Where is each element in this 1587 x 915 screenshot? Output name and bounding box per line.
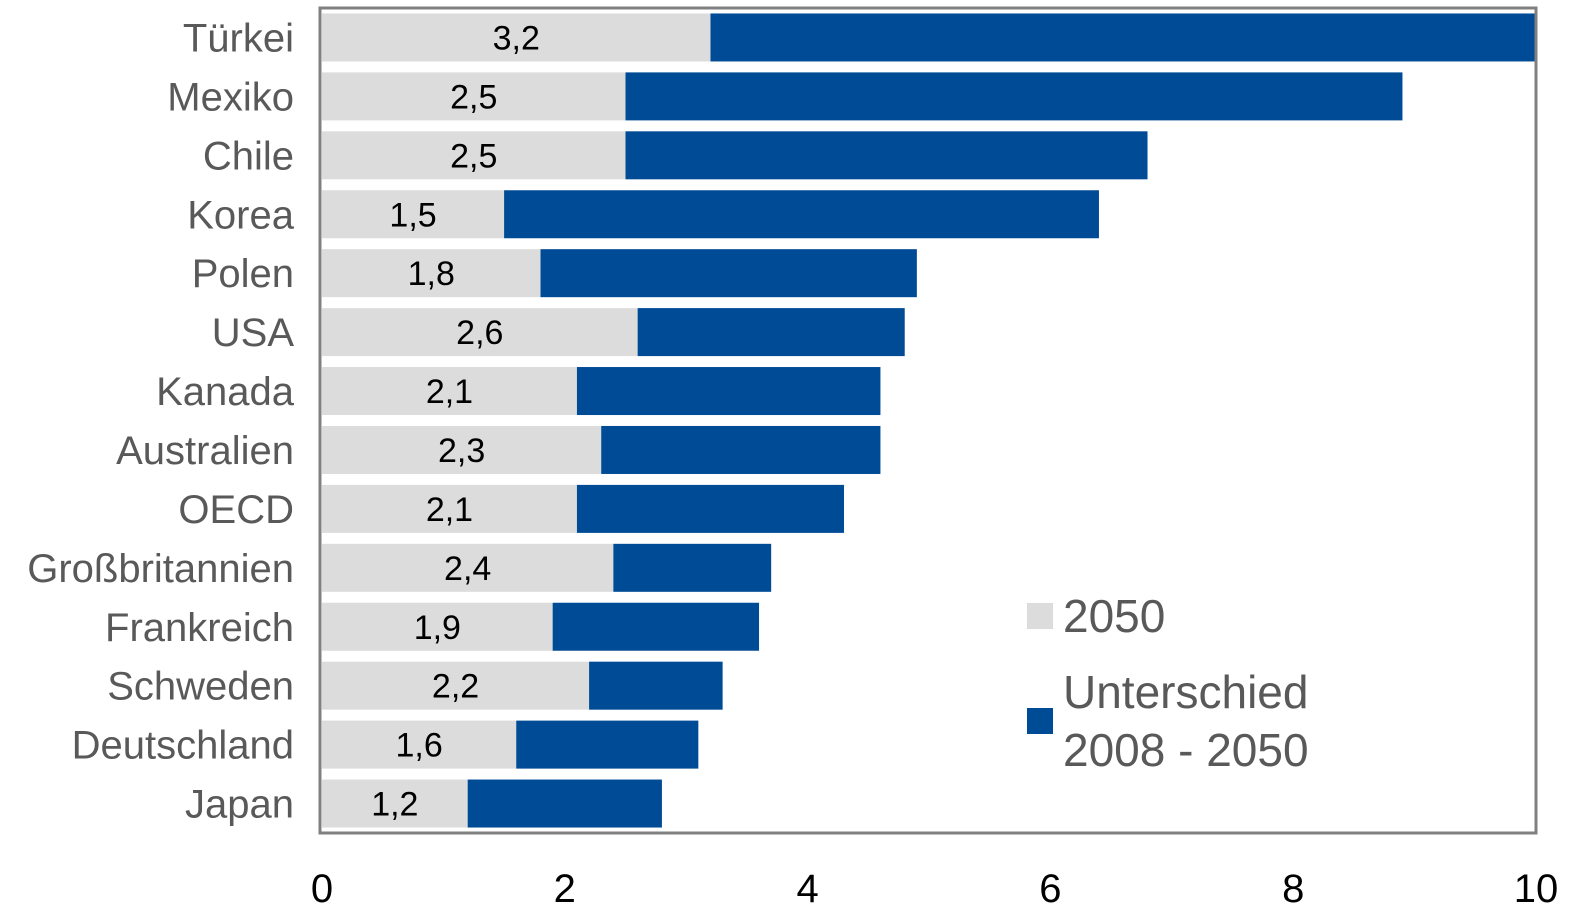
category-label: Polen — [192, 252, 294, 296]
category-label: Deutschland — [72, 724, 294, 768]
legend-swatch — [1027, 708, 1053, 734]
category-label: Kanada — [156, 370, 295, 414]
bar-difference — [613, 543, 772, 592]
x-tick-label: 10 — [1514, 867, 1559, 911]
category-label: Großbritannien — [27, 547, 294, 591]
bar-2050 — [322, 720, 517, 769]
legend-label: 2050 — [1063, 590, 1165, 642]
bar-difference — [625, 72, 1403, 121]
legend-label: 2008 - 2050 — [1063, 724, 1309, 776]
bar-difference — [540, 249, 917, 298]
category-label: Mexiko — [167, 75, 294, 119]
bar-2050 — [322, 543, 614, 592]
data-label: 3,2 — [493, 19, 540, 57]
category-label: OECD — [178, 488, 294, 532]
bar-2050 — [322, 72, 626, 121]
data-label: 2,1 — [426, 373, 473, 411]
bar-2050 — [322, 13, 711, 62]
category-label: Frankreich — [105, 606, 294, 650]
bar-2050 — [322, 484, 577, 533]
x-axis-ticks: 0 2 4 6 8 10 — [311, 867, 1558, 911]
bar-2050 — [322, 779, 468, 828]
data-label: 2,6 — [456, 314, 503, 352]
bar-difference — [552, 602, 760, 651]
bar-2050 — [322, 308, 638, 357]
category-label: Chile — [203, 134, 294, 178]
data-label: 2,5 — [450, 137, 497, 175]
bar-2050 — [322, 367, 577, 416]
x-tick-label: 0 — [311, 867, 333, 911]
x-tick-label: 2 — [554, 867, 576, 911]
x-tick-label: 6 — [1039, 867, 1061, 911]
bar-difference — [710, 13, 1536, 62]
bar-difference — [637, 308, 905, 357]
bar-2050 — [322, 602, 553, 651]
bar-difference — [625, 131, 1148, 180]
data-label: 2,2 — [432, 668, 479, 706]
data-label: 2,3 — [438, 432, 485, 470]
bar-difference — [504, 190, 1099, 239]
category-label: USA — [212, 311, 295, 355]
legend-swatch — [1027, 603, 1053, 629]
data-label: 1,2 — [371, 786, 418, 824]
bar-difference — [576, 484, 845, 533]
bar-difference — [576, 367, 881, 416]
category-label: Korea — [187, 193, 294, 237]
data-label: 2,5 — [450, 78, 497, 116]
data-label: 1,5 — [389, 196, 436, 234]
bar-difference — [467, 779, 662, 828]
data-label: 1,6 — [395, 727, 442, 765]
category-label: Türkei — [183, 16, 294, 60]
category-label: Australien — [116, 429, 294, 473]
plot-frame — [318, 6, 1538, 835]
data-label: 1,8 — [408, 255, 455, 293]
data-label: 2,4 — [444, 550, 491, 588]
bar-2050 — [322, 131, 626, 180]
data-label: 1,9 — [414, 609, 461, 647]
bar-difference — [601, 425, 881, 474]
legend: 2050 Unterschied 2008 - 2050 — [1027, 590, 1309, 776]
bar-2050 — [322, 425, 602, 474]
data-label: 2,1 — [426, 491, 473, 529]
category-label: Schweden — [107, 665, 294, 709]
bar-2050 — [322, 249, 541, 298]
bar-difference — [516, 720, 699, 769]
legend-label: Unterschied — [1063, 666, 1308, 718]
bar-2050 — [322, 661, 590, 710]
bars-layer: 3,2 2,5 2,5 1,5 1,82,6 2,1 2,3 2,1 2,4 1,9 2,2 1,6 1… — [322, 13, 1536, 828]
x-tick-label: 4 — [796, 867, 818, 911]
category-label: Japan — [185, 783, 294, 827]
x-tick-label: 8 — [1282, 867, 1304, 911]
bar-2050 — [322, 190, 505, 239]
category-labels: Türkei Mexiko Chile Korea Polen USA Kanada Aust… — [27, 16, 295, 826]
bar-difference — [589, 661, 723, 710]
